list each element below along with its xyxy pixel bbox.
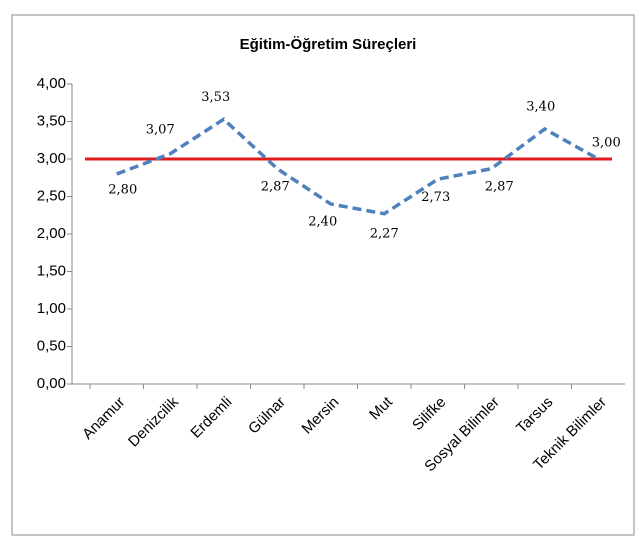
data-label: 3,07 — [146, 122, 175, 137]
data-label: 2,87 — [261, 179, 290, 194]
data-label: 2,40 — [308, 215, 337, 230]
y-tick-label: 2,50 — [37, 187, 66, 204]
data-label: 3,40 — [526, 100, 555, 115]
data-label: 3,00 — [592, 136, 621, 151]
chart-frame — [11, 14, 635, 536]
y-tick-label: 1,50 — [37, 262, 66, 279]
data-label: 2,73 — [421, 190, 450, 205]
y-tick-label: 0,00 — [37, 375, 66, 392]
data-line — [116, 117, 600, 216]
y-tick-label: 0,50 — [37, 337, 66, 354]
data-label: 2,87 — [485, 179, 514, 194]
y-tick-label: 3,50 — [37, 112, 66, 129]
y-tick-label: 1,00 — [37, 300, 66, 317]
chart-title: Eğitim-Öğretim Süreçleri — [240, 36, 417, 53]
y-tick-label: 2,00 — [37, 225, 66, 242]
y-tick-label: 3,00 — [37, 150, 66, 167]
data-label: 2,80 — [108, 183, 137, 198]
data-label: 2,27 — [370, 226, 399, 241]
y-tick-label: 4,00 — [37, 75, 66, 92]
data-label: 3,53 — [201, 90, 230, 105]
